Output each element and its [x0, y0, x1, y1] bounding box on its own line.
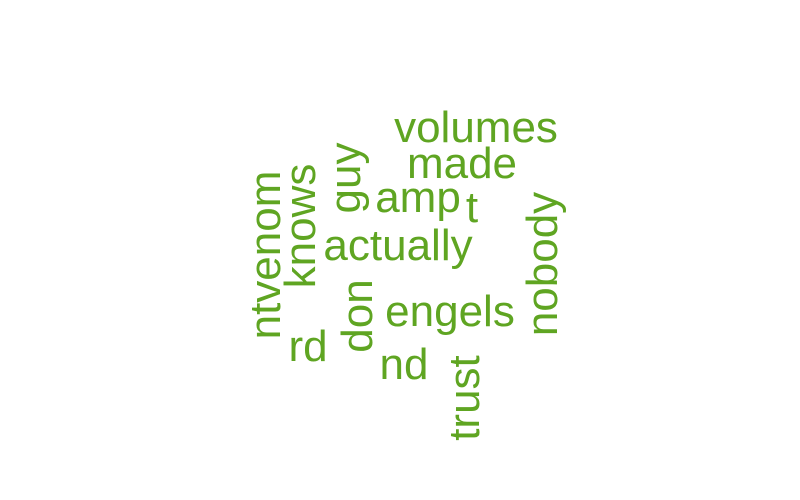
- word-volumes: volumes: [394, 103, 558, 152]
- word-trust: trust: [440, 355, 489, 441]
- word-guy: guy: [321, 142, 370, 214]
- word-knows: knows: [276, 163, 325, 289]
- word-nobody: nobody: [518, 191, 567, 337]
- word-engels: engels: [385, 287, 515, 336]
- word-t: t: [465, 183, 479, 232]
- word-rd: rd: [288, 322, 328, 371]
- word-actually: actually: [323, 221, 473, 270]
- word-made: made: [406, 139, 518, 188]
- word-amp: amp: [375, 173, 461, 222]
- word-nd: nd: [379, 340, 429, 389]
- word-don: don: [333, 279, 382, 353]
